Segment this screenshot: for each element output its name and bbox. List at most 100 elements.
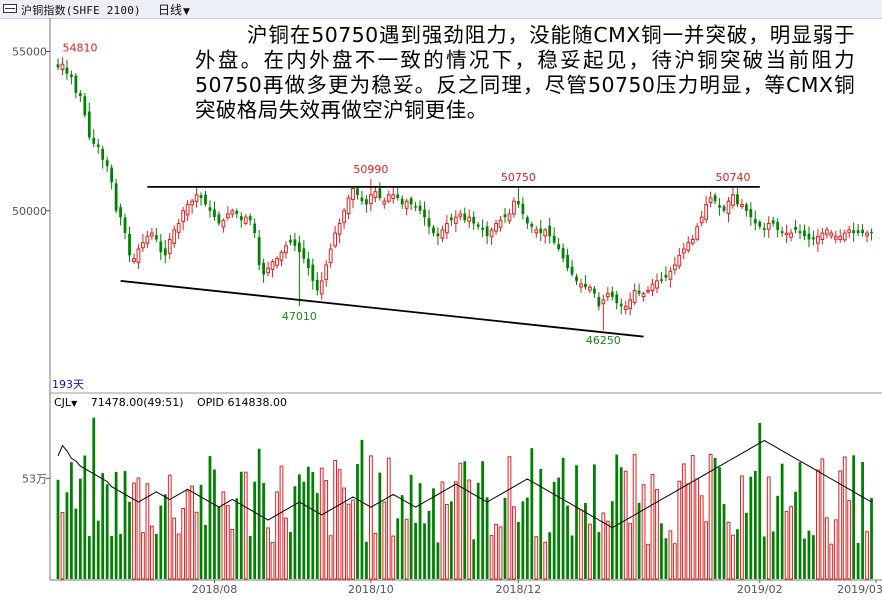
volume-bar [154,533,158,579]
candle-body [766,223,771,230]
candle-body [861,229,864,234]
candle-body [181,210,186,223]
volume-bar [243,471,248,580]
candle-body [266,267,270,274]
candle-body [503,214,507,218]
candle-body [686,242,691,251]
candle-body [655,280,659,289]
period-selector[interactable]: 日线▼ [158,1,190,18]
volume-bar [270,542,275,580]
volume-bar [838,470,843,580]
volume-bar [225,505,230,580]
volume-bar [824,517,829,580]
volume-bar [360,439,364,579]
volume-bar [601,512,606,580]
volume-bar [798,462,802,579]
candle-body [194,194,199,203]
candle-body [833,235,838,240]
volume-bar [444,503,449,580]
candle-body [221,219,226,228]
candle-body [517,201,520,205]
volume-bar [597,532,601,579]
volume-bar [481,461,485,579]
candle-body [740,203,744,207]
candle-body [632,289,637,303]
candle-body [548,225,552,237]
candle-body [668,270,673,280]
indicator-selector[interactable]: CJL▼ [54,396,77,409]
volume-bar [436,542,440,579]
candle-body [400,198,404,205]
candle-body [96,144,100,148]
volume-bar [672,543,677,580]
candle-body [423,209,426,218]
volume-bar [740,475,744,580]
volume-bar [87,536,91,579]
volume-bar [382,501,387,580]
volume-bar [427,510,431,579]
volume-bar [856,542,860,579]
volume-bar [217,506,221,579]
candle-body [248,216,252,221]
candle-body [404,200,409,209]
candle-body [319,280,324,295]
volume-bar [289,532,292,579]
candle-body [87,111,91,138]
volume-bar [686,483,691,580]
volume-bar [141,532,145,580]
x-tick-label: 2019/02 [737,583,783,596]
candle-body [453,216,458,224]
volume-bar [485,497,489,579]
volume-bar [632,454,637,580]
candle-body [418,205,422,211]
candle-body [324,264,329,281]
candle-body [56,64,60,68]
volume-bar [744,512,748,579]
days-count: 193天 [52,378,84,391]
candle-body [74,75,78,93]
volume-bar [114,471,118,579]
candle-body [789,232,793,238]
open-interest-line [57,439,872,529]
volume-bar [176,533,181,580]
candle-body [149,232,154,237]
volume-bar [123,471,127,579]
indicator-label: CJL [54,396,72,409]
candle-body [615,294,619,304]
candlestick-chart[interactable]: 55000 50000 53万 54810 50990 50750 50740 47010 4… [0,18,882,602]
volume-bar [101,473,105,579]
candle-body [776,222,780,230]
candle-body [373,191,378,199]
volume-bar [302,481,306,579]
candle-body [378,188,382,199]
volume-bar [194,511,199,580]
candle-body [467,216,472,222]
candle-body [708,197,713,204]
candle-body [369,194,373,205]
candle-body [543,229,548,237]
volume-bar [342,487,346,580]
volume-bar [365,541,368,579]
volume-bar [807,530,811,579]
volume-bar [409,474,413,579]
candle-body [641,293,646,297]
volume-bar [163,494,167,579]
chevron-down-icon: ▼ [183,7,190,17]
y-tick-label: 50000 [12,205,47,218]
volume-bar [311,471,315,579]
candle-body [302,248,306,259]
x-tick-label: 2019/03 [837,583,882,596]
volume-bar [315,493,319,579]
candle-body [311,264,315,281]
candle-body [570,266,574,275]
volume-bar [660,523,663,579]
candle-body [154,235,158,240]
volume-bar [293,486,297,579]
candle-body [525,217,529,224]
volume-bar [369,455,373,580]
candle-body [230,210,235,215]
volume-bar [60,511,65,580]
candle-body [847,229,852,233]
candle-body [753,218,757,224]
candle-body [695,226,700,240]
